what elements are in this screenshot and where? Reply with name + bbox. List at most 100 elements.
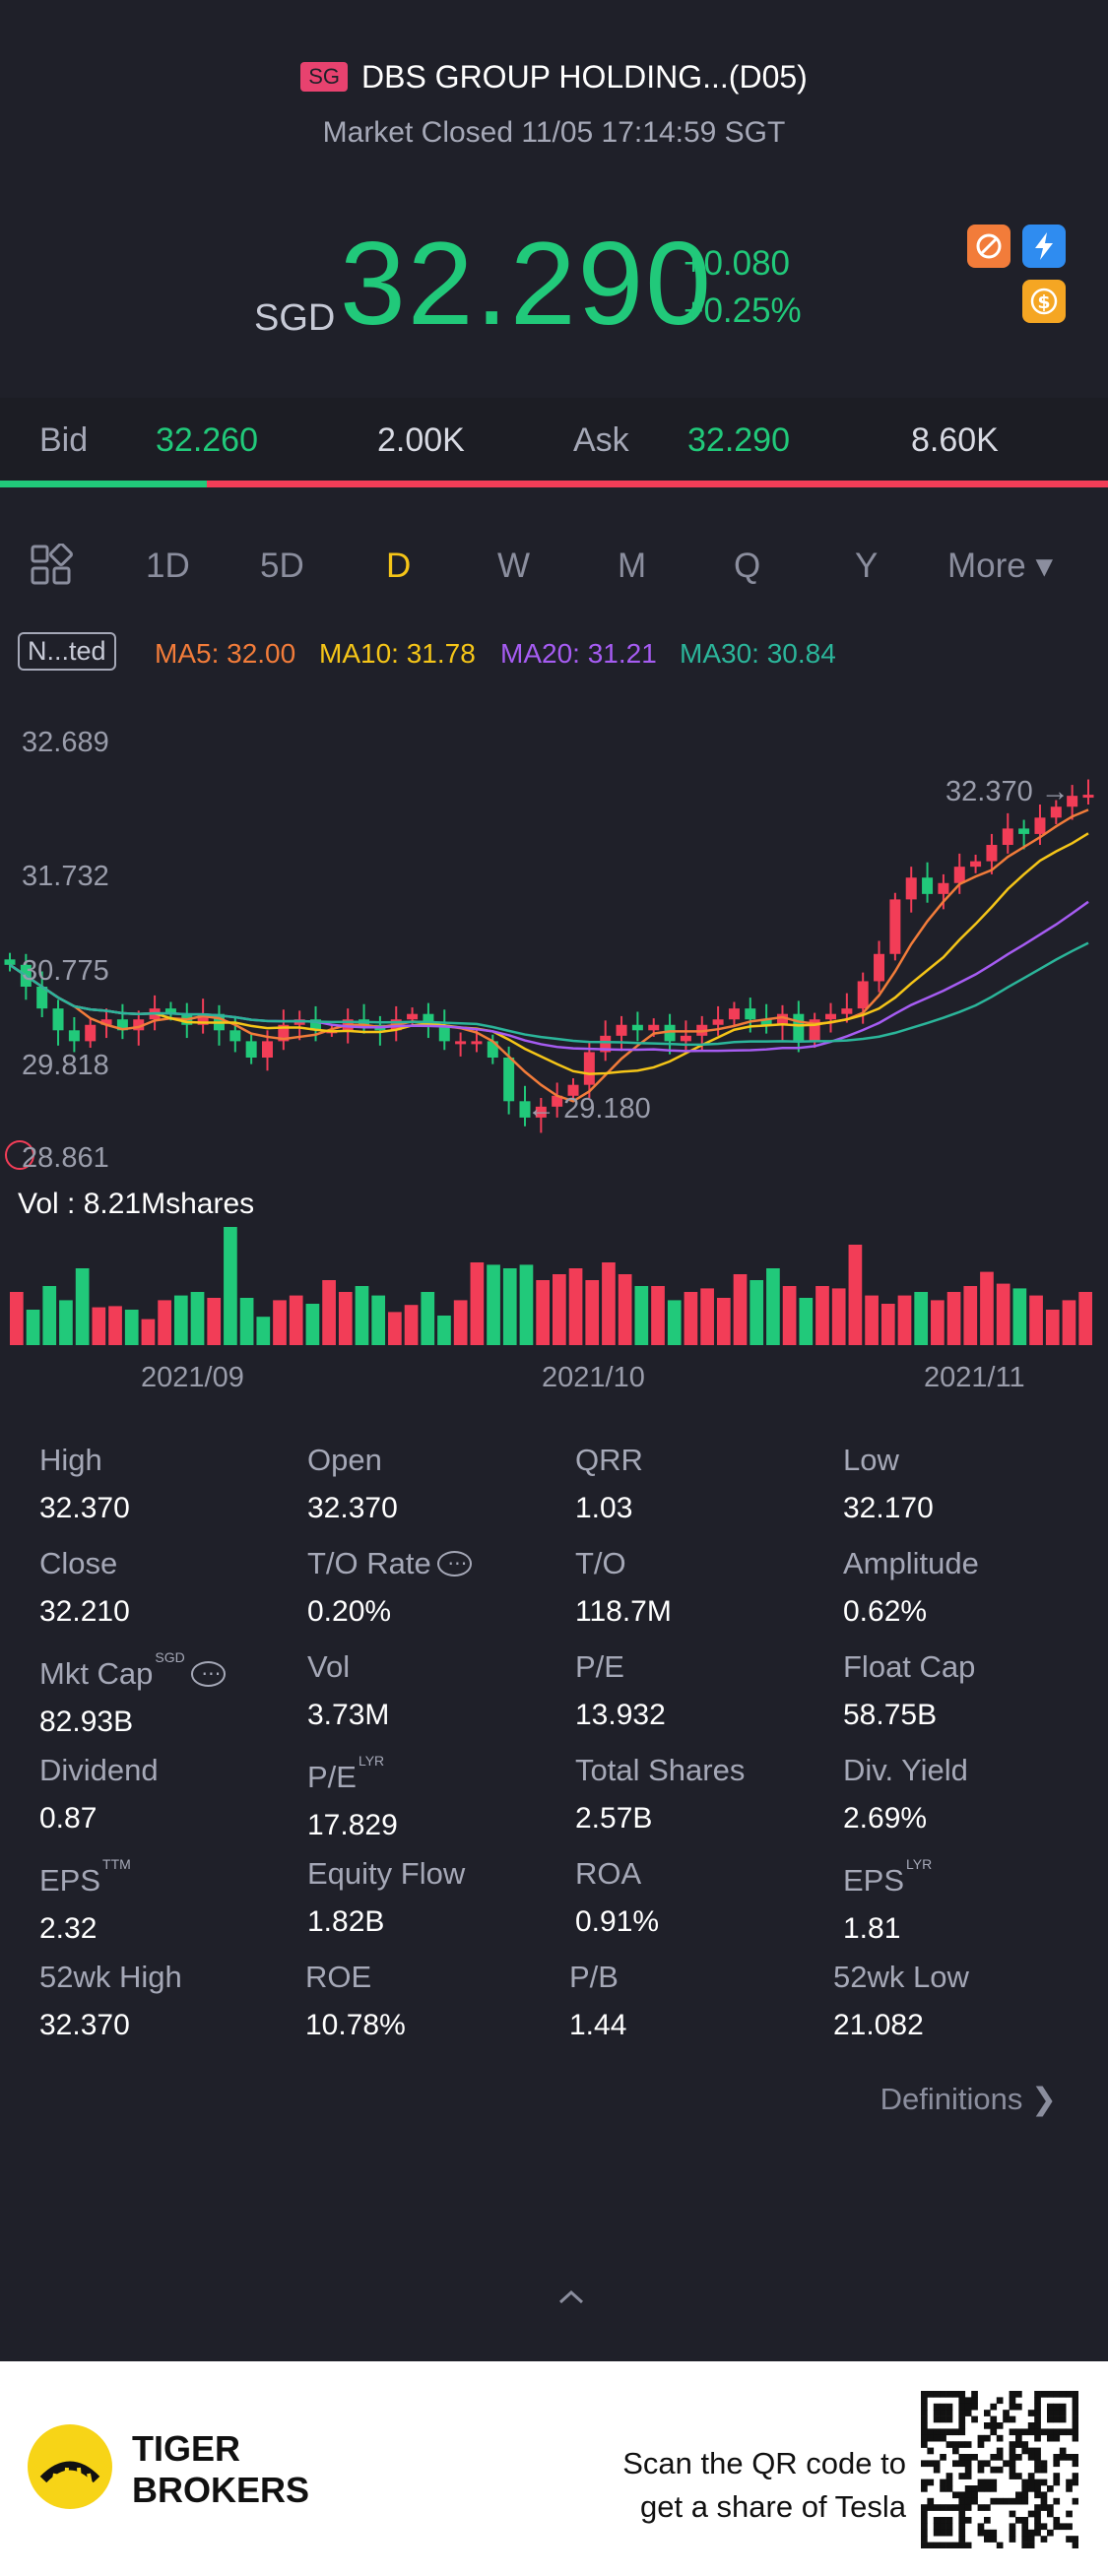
volume-bar [42,1286,57,1345]
svg-text:$: $ [1037,291,1050,313]
stat-dividend: Dividend 0.87 [39,1753,159,1835]
stat-label: ROE [305,1960,372,1994]
x-tick-3: 2021/11 [924,1362,1025,1393]
stat-value: 21.082 [833,2009,924,2041]
bid-ask-panel [0,398,1108,486]
volume-bar [190,1292,205,1345]
stat-value: 0.87 [39,1802,98,1835]
tab-5d[interactable]: 5D [260,547,304,585]
brand-name: TIGER BROKERS [132,2428,310,2510]
volume-bar [914,1292,929,1345]
stat-label: Total Shares [575,1753,746,1787]
volume-bar [239,1298,254,1345]
volume-bar [437,1316,451,1345]
volume-bar [815,1286,829,1345]
indicator-button[interactable]: N...ted [18,632,116,671]
marker-icon [5,1140,34,1170]
stat-label: P/E [575,1649,624,1684]
market-badge: SG [300,62,348,92]
stat-value: 2.69% [843,1802,928,1835]
volume-bar [273,1300,287,1345]
candle [552,1082,563,1118]
candle [874,940,885,993]
candle [631,1011,643,1042]
stat-label: High [39,1443,102,1477]
tab-d[interactable]: D [386,547,412,585]
stat-value: 3.73M [307,1699,390,1731]
volume-bar [453,1300,468,1345]
volume-bar [256,1317,271,1345]
stat-label: P/B [569,1960,619,1994]
bid-strength-bar [0,481,208,487]
stat-close: Close 32.210 [39,1546,130,1629]
no-entry-icon[interactable] [967,225,1010,268]
stat-p-e: P/E LYR 17.829 [307,1753,398,1842]
chevron-up-icon[interactable] [556,2286,586,2311]
candle [519,1085,531,1127]
volume-bar [880,1304,895,1345]
candle [970,854,982,873]
candle [616,1015,627,1052]
tab-q[interactable]: Q [734,547,761,585]
candlestick-chart[interactable] [0,709,1108,1398]
y-tick-4: 29.818 [22,1050,109,1081]
candle [245,1034,257,1064]
volume-bar [602,1262,616,1345]
stat-label: Open [307,1443,382,1477]
stat-value: 0.91% [575,1905,660,1938]
info-icon[interactable]: ⋯ [436,1551,473,1577]
stat-p-b: P/B 1.44 [569,1960,626,2042]
volume-bar [733,1274,748,1345]
candle [423,1002,434,1039]
ma5-line [9,808,1089,1103]
stat-value: 2.57B [575,1802,653,1835]
volume-bar [618,1274,632,1345]
candle [4,952,16,972]
stat-label: Float Cap [843,1649,976,1684]
volume-bar [799,1298,814,1345]
candle [567,1078,579,1103]
dollar-icon[interactable]: $ [1022,280,1066,323]
volume-bar [568,1268,583,1345]
stat-value: 1.81 [843,1912,901,1945]
stat-label: Div. Yield [843,1753,968,1787]
stat-value: 82.93B [39,1706,134,1738]
stat-superscript: TTM [102,1856,131,1872]
candle [1018,819,1030,850]
price-change: +0.080 +0.25% [684,240,802,335]
volume-bar [766,1268,780,1345]
tab-w[interactable]: W [497,547,531,585]
volume-bar [553,1274,566,1345]
volume-bar [108,1306,122,1345]
volume-bar [289,1295,303,1345]
stat-label: 52wk Low [833,1960,969,1994]
candle [487,1034,498,1064]
stat-label: T/O [575,1546,626,1580]
candle [1067,785,1078,820]
tab-more[interactable]: More ▾ [947,547,1054,585]
change-percent: +0.25% [684,291,802,330]
currency-label: SGD [254,297,336,339]
candle [438,1009,450,1051]
y-tick-3: 30.775 [22,955,109,987]
x-tick-1: 2021/09 [141,1362,244,1393]
stat-superscript: LYR [358,1753,385,1769]
stat-label: Amplitude [843,1546,979,1580]
volume-bar [470,1262,485,1345]
volume-bar [980,1271,994,1345]
tab-1d[interactable]: 1D [146,547,190,585]
ma20-legend: MA20: 31.21 [500,638,657,669]
info-icon[interactable]: ⋯ [190,1661,227,1687]
lightning-icon[interactable] [1022,225,1066,268]
candle [889,892,901,961]
stat-label: Dividend [39,1753,159,1787]
y-tick-2: 31.732 [22,861,109,892]
definitions-link[interactable]: Definitions ❯ [880,2082,1057,2116]
layout-grid-icon[interactable] [30,543,73,592]
volume-bar [75,1268,90,1345]
stat-value: 32.370 [39,1492,130,1524]
volume-bar [224,1227,237,1345]
stat-vol: Vol 3.73M [307,1649,389,1732]
tab-y[interactable]: Y [855,547,879,585]
tab-m[interactable]: M [618,547,647,585]
